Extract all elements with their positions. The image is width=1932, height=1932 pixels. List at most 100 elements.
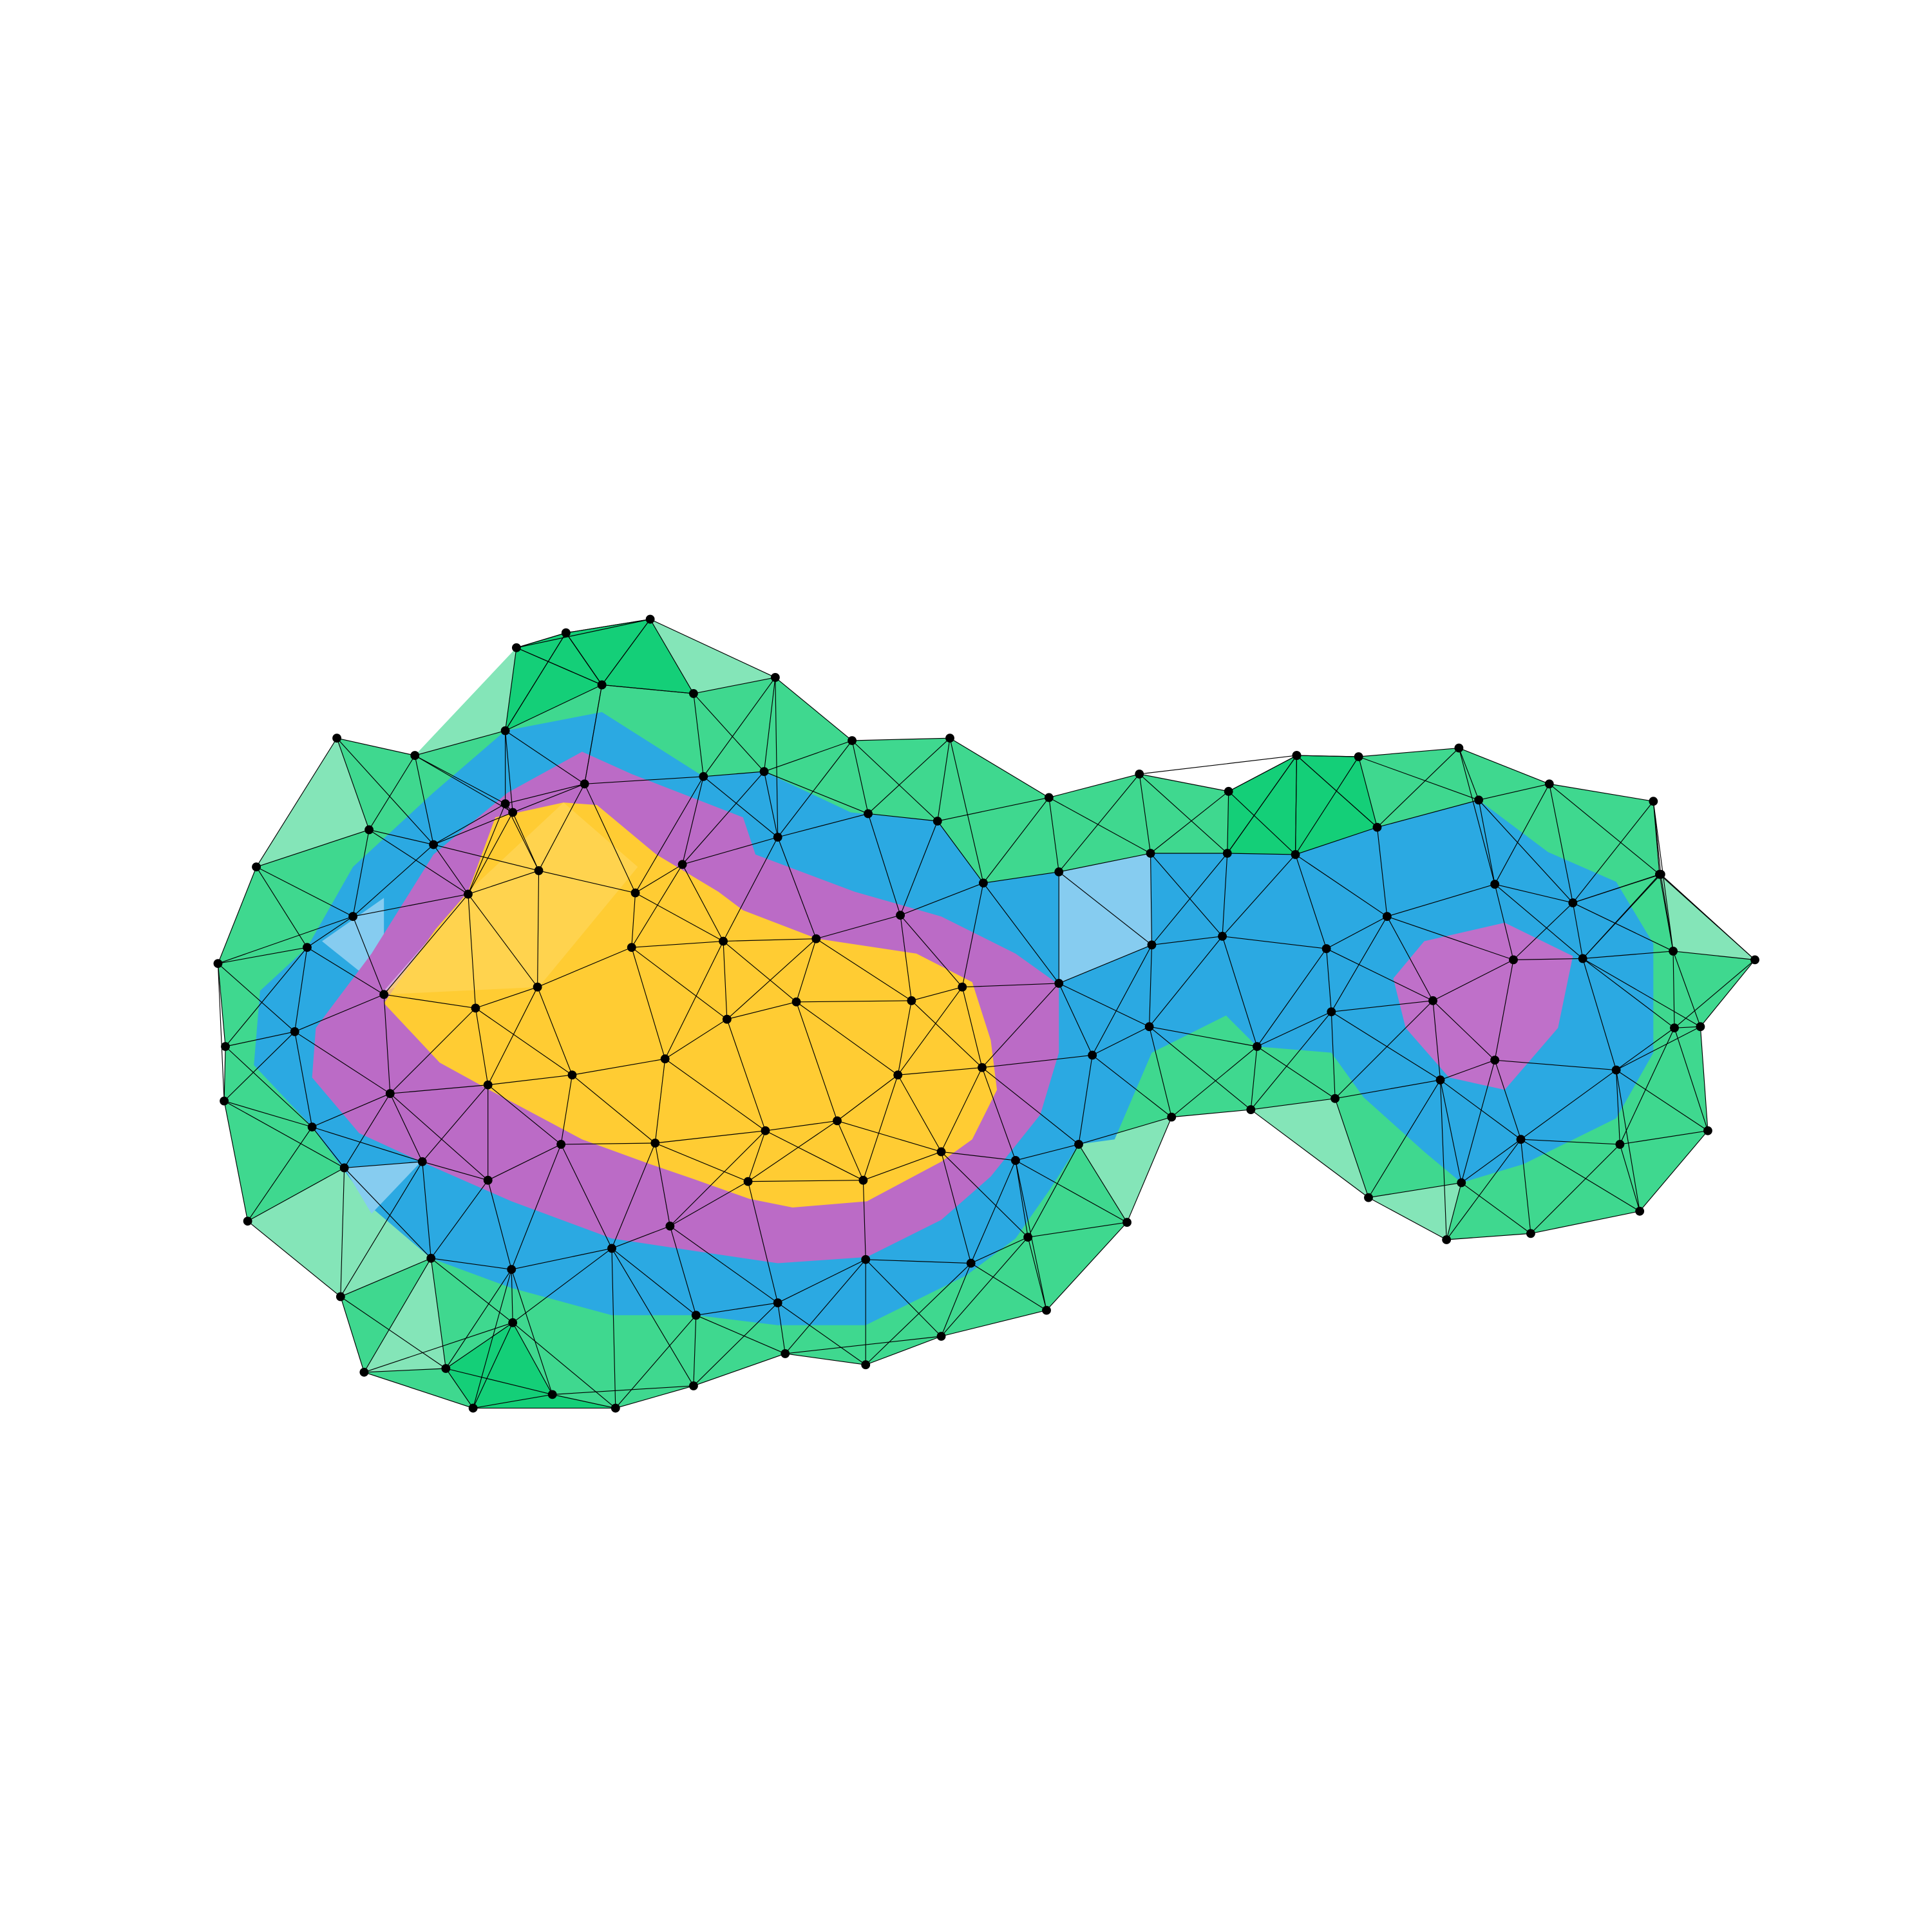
- mesh-node: [1246, 1105, 1256, 1115]
- mesh-edge: [1139, 755, 1297, 775]
- mesh-edge: [468, 812, 513, 895]
- mesh-edge: [1573, 902, 1674, 952]
- mesh-edge: [1530, 1144, 1620, 1234]
- mesh-edge: [815, 938, 912, 1001]
- mesh-edge: [631, 893, 636, 948]
- mesh-edge: [584, 685, 603, 784]
- mesh-edge: [682, 864, 724, 942]
- mesh-edge: [368, 755, 415, 830]
- mesh-node: [1516, 1135, 1526, 1144]
- mesh-edge: [1059, 944, 1152, 984]
- mesh-edge: [941, 1151, 1016, 1161]
- mesh-edge: [1672, 951, 1675, 1028]
- mesh-node: [650, 1139, 660, 1148]
- mesh-edge: [1572, 800, 1654, 904]
- mesh-edge: [505, 730, 585, 784]
- mesh-node: [1568, 898, 1578, 907]
- mesh-node: [1146, 849, 1155, 858]
- mesh-edge: [560, 1144, 612, 1249]
- mesh-edge: [837, 1120, 942, 1153]
- mesh-edge: [863, 1151, 942, 1181]
- mesh-edge: [1673, 951, 1756, 960]
- mesh-edge: [552, 1385, 694, 1395]
- mesh-edge: [488, 1074, 573, 1086]
- mesh-edge: [223, 1046, 226, 1101]
- mesh-edge: [777, 837, 817, 939]
- mesh-edge: [631, 947, 728, 1020]
- mesh-edge: [307, 947, 384, 995]
- mesh-edge: [981, 983, 1059, 1068]
- mesh-edge: [1092, 1055, 1172, 1118]
- mesh-edge: [1549, 783, 1660, 875]
- mesh-node: [1435, 1075, 1445, 1084]
- mesh-edge: [937, 797, 1049, 822]
- mesh-node: [1669, 947, 1678, 956]
- mesh-edge: [866, 1336, 942, 1365]
- zone-light-green-3: [650, 619, 775, 694]
- mesh-edge: [1387, 916, 1434, 1001]
- mesh-edge: [785, 1353, 866, 1365]
- mesh-node: [567, 1070, 577, 1080]
- mesh-node: [607, 1244, 616, 1253]
- mesh-edge: [1513, 902, 1573, 960]
- mesh-edge: [1228, 791, 1296, 855]
- mesh-edge: [1494, 784, 1550, 885]
- mesh-node: [426, 1253, 436, 1263]
- mesh-edge: [1078, 1055, 1093, 1145]
- mesh-edge: [312, 1126, 422, 1162]
- mesh-node: [508, 1318, 518, 1327]
- mesh-node: [597, 680, 607, 690]
- mesh-edge: [1459, 748, 1549, 784]
- mesh-node: [1474, 795, 1484, 805]
- mesh-edge: [247, 1126, 313, 1222]
- mesh-node: [307, 1122, 317, 1132]
- mesh-edge: [1139, 773, 1151, 854]
- mesh-node: [410, 751, 420, 761]
- mesh-edge: [340, 1296, 365, 1372]
- mesh-edge: [1700, 960, 1756, 1027]
- mesh-edge: [1227, 791, 1229, 854]
- mesh-node: [1218, 931, 1227, 941]
- mesh-edge: [1295, 756, 1359, 855]
- mesh-node: [677, 860, 687, 869]
- mesh-edge: [852, 737, 951, 741]
- mesh-node: [1042, 1305, 1051, 1315]
- mesh-edge: [655, 1130, 766, 1144]
- mesh-edge: [340, 1296, 446, 1369]
- mesh-node: [1054, 867, 1064, 876]
- mesh-edge: [1387, 916, 1514, 960]
- mesh-edge: [488, 1180, 512, 1270]
- mesh-edge: [654, 1142, 670, 1226]
- mesh-edge: [851, 740, 869, 814]
- mesh-edge: [433, 844, 469, 895]
- mesh-node: [533, 982, 542, 992]
- mesh-node: [979, 878, 988, 888]
- mesh-edge: [422, 1084, 489, 1162]
- mesh-node: [689, 689, 698, 698]
- mesh-edge: [726, 938, 817, 1020]
- mesh-edge: [468, 894, 538, 988]
- mesh-edge: [670, 1226, 779, 1303]
- mesh-edge: [851, 740, 938, 822]
- mesh-node: [630, 888, 640, 898]
- mesh-node: [773, 1298, 782, 1307]
- mesh-edge: [1368, 1079, 1441, 1198]
- mesh-edge: [775, 677, 779, 838]
- mesh-edge: [726, 1001, 797, 1020]
- mesh-node: [966, 1258, 976, 1268]
- mesh-node: [1526, 1229, 1535, 1238]
- mesh-edge: [1432, 1000, 1441, 1080]
- mesh-edge: [1334, 1079, 1441, 1099]
- zone-light-blue-3: [344, 1161, 421, 1214]
- mesh-node: [660, 1054, 670, 1064]
- mesh-edge: [1150, 853, 1153, 945]
- mesh-edge: [217, 963, 225, 1101]
- mesh-edge: [1058, 773, 1140, 873]
- mesh-edge: [1619, 1144, 1640, 1211]
- mesh-edge: [1027, 1144, 1079, 1238]
- mesh-node: [1354, 752, 1363, 761]
- mesh-node: [556, 1140, 566, 1149]
- mesh-edge: [981, 1054, 1093, 1068]
- mesh-node: [936, 1147, 946, 1157]
